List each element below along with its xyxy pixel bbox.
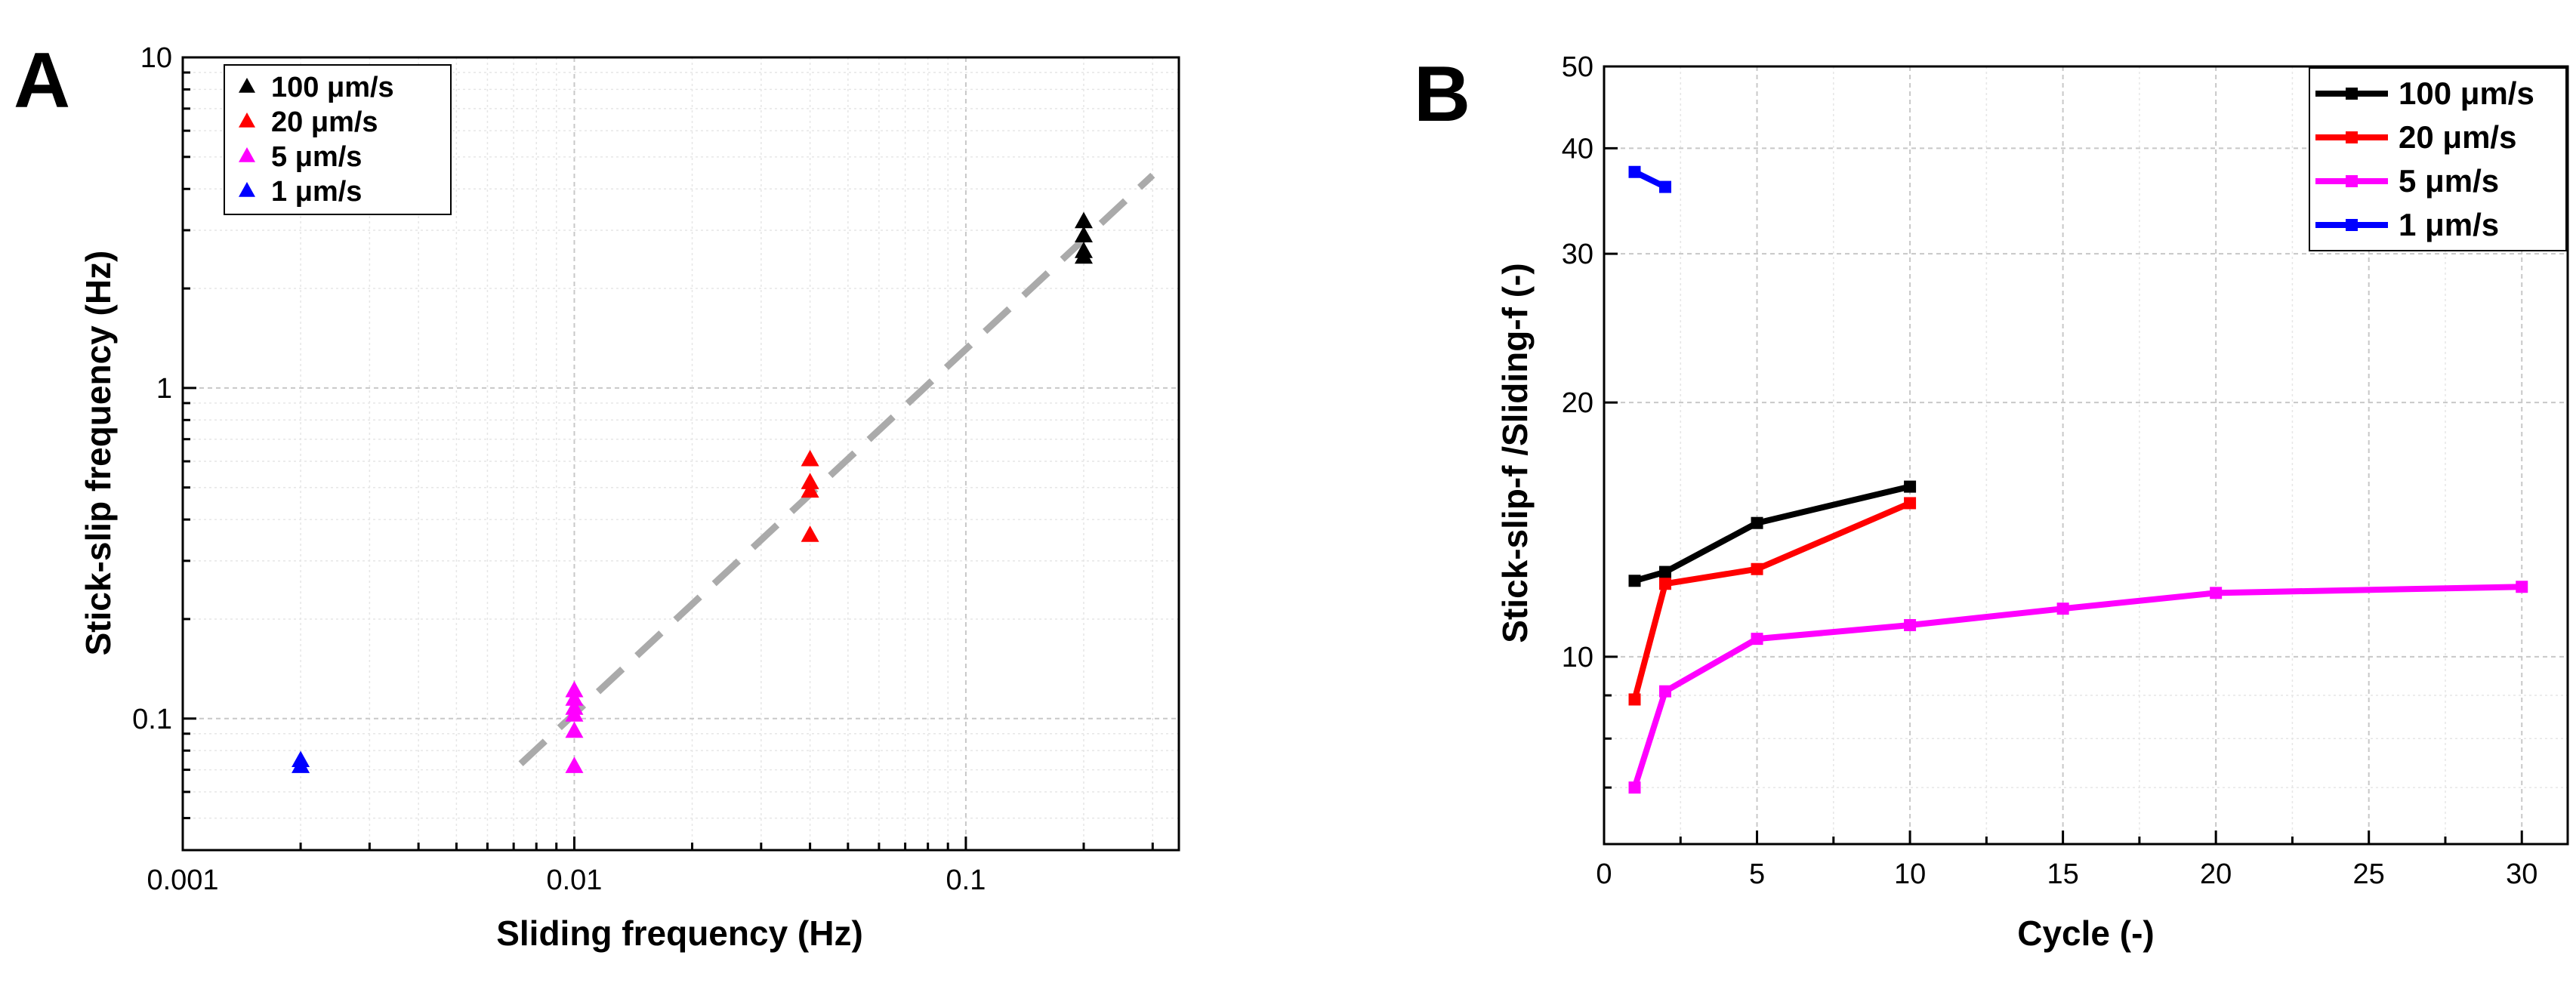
panel-b-series-line <box>1631 500 1911 701</box>
panel-a-x-tick-label: 0.01 <box>546 864 602 896</box>
panel-b-data-point <box>1628 575 1641 587</box>
panel-b-series-line <box>1634 483 1911 584</box>
panel-a-legend-box <box>224 64 452 215</box>
panel-b-y-tick-label: 40 <box>1562 133 1593 165</box>
panel-a-data-point <box>801 525 819 542</box>
panel-a-letter: A <box>14 37 70 125</box>
panel-a-data-point <box>801 481 819 498</box>
panel-b-legend-label: 100 μm/s <box>2399 75 2534 111</box>
panel-a-fit-line <box>518 172 1155 766</box>
panel-b-marks <box>1628 165 2528 794</box>
panel-a-data-point <box>801 473 819 489</box>
panel-a-legend-marker <box>239 182 255 197</box>
panel-a: A 0.001 0.01 0.1 0.1 1 10 100 μm/s20 μm/s5 μm… <box>14 37 1180 953</box>
panel-a-ticks: 0.001 0.01 0.1 0.1 1 10 <box>132 42 1154 896</box>
panel-b-data-point <box>1659 578 1672 590</box>
panel-b-data-point <box>1628 165 1641 178</box>
panel-a-legend-marker <box>239 147 255 162</box>
panel-b-y-tick-label: 20 <box>1562 387 1593 419</box>
panel-b-data-point <box>1904 618 1917 631</box>
panel-b-data-point <box>1628 781 1641 794</box>
panel-b-legend: 100 μm/s 20 μm/s 5 μm/s 1 μm/s <box>2309 67 2567 251</box>
panel-b-data-point <box>1659 565 1672 578</box>
panel-a-x-axis-title: Sliding frequency (Hz) <box>496 914 863 953</box>
panel-b-plot-frame <box>1603 65 2569 846</box>
panel-a-data-point <box>1074 211 1093 229</box>
panel-a-legend-marker <box>239 112 255 128</box>
panel-b-ticks: 10 20 30 40 50 0 5 10 15 20 25 30 <box>1562 51 2538 890</box>
panel-b-data-point <box>2056 602 2069 615</box>
panel-a-legend-marker <box>239 78 255 93</box>
panel-a-y-tick-label: 1 <box>156 373 172 405</box>
panel-a-data-point <box>1074 247 1093 264</box>
panel-b-x-tick-label: 15 <box>2047 858 2078 890</box>
panel-a-plot-frame <box>181 56 1180 852</box>
panel-b-x-tick-label: 5 <box>1749 858 1765 890</box>
panel-b-x-tick-label: 30 <box>2506 858 2537 890</box>
panel-b-x-tick-label: 10 <box>1894 858 1926 890</box>
panel-a-legend-label: 1 μm/s <box>271 176 362 208</box>
panel-b-y-axis-title: Stick-slip-f /Sliding-f (-) <box>1495 263 1535 642</box>
panel-b-legend-label: 1 μm/s <box>2399 207 2499 242</box>
panel-a-legend-label: 100 μm/s <box>271 72 394 103</box>
panel-a-data-point <box>1074 226 1093 243</box>
panel-a-legend: 100 μm/s20 μm/s5 μm/s1 μm/s <box>224 64 452 215</box>
panel-a-data-point <box>801 449 819 467</box>
panel-a-legend-label: 20 μm/s <box>271 106 378 138</box>
panel-a-y-tick-label: 10 <box>140 42 172 74</box>
panel-a-x-tick-label: 0.1 <box>946 864 986 896</box>
panel-a-data-point <box>565 757 584 773</box>
panel-a-data-point <box>565 705 584 722</box>
panel-b-data-point <box>1659 180 1672 193</box>
panel-b-data-point <box>1751 516 1763 529</box>
panel-b-data-point <box>2516 581 2528 593</box>
panel-b-series-line <box>1631 584 2522 789</box>
panel-b-legend-label: 20 μm/s <box>2399 119 2516 155</box>
panel-a-x-tick-label: 0.001 <box>147 864 218 896</box>
panel-b-legend-marker <box>2346 219 2358 231</box>
panel-a-marks <box>292 211 1093 773</box>
panel-a-data-point <box>565 680 584 698</box>
panel-b-legend-marker <box>2346 131 2358 143</box>
panel-b-y-tick-label: 30 <box>1562 239 1593 270</box>
panel-a-y-tick-label: 0.1 <box>132 704 172 735</box>
panel-a-y-axis-title: Stick-slip frequency (Hz) <box>79 251 118 656</box>
panel-b-data-point <box>1751 562 1763 575</box>
panel-b-x-tick-label: 25 <box>2353 858 2385 890</box>
panel-b-data-point <box>2210 587 2223 599</box>
panel-b-data-point <box>1904 480 1917 493</box>
panel-b-data-point <box>1904 497 1917 510</box>
panel-b-x-axis-title: Cycle (-) <box>2017 914 2154 953</box>
panel-b-y-tick-label: 10 <box>1562 642 1593 673</box>
panel-a-data-point <box>565 721 584 738</box>
panel-b-data-point <box>1659 685 1672 698</box>
panel-a-data-point <box>565 689 584 706</box>
panel-b-data-point <box>1751 633 1763 646</box>
panel-b-data-point <box>1628 693 1641 706</box>
panel-b-legend-marker <box>2346 175 2358 187</box>
panel-b-x-tick-label: 0 <box>1596 858 1612 890</box>
panel-a-legend-label: 5 μm/s <box>271 141 362 173</box>
panel-a-fit <box>518 172 1155 766</box>
panel-a-data-point <box>292 757 310 773</box>
panel-b-x-tick-label: 20 <box>2200 858 2232 890</box>
panel-b-legend-label: 5 μm/s <box>2399 163 2499 199</box>
panel-b-y-tick-label: 50 <box>1562 51 1593 83</box>
panel-b-letter: B <box>1414 51 1470 138</box>
panel-b: B 10 20 30 40 50 0 5 10 15 20 25 30 100 μm/s 20 μm/s… <box>1414 51 2569 953</box>
panel-b-legend-marker <box>2346 88 2358 100</box>
